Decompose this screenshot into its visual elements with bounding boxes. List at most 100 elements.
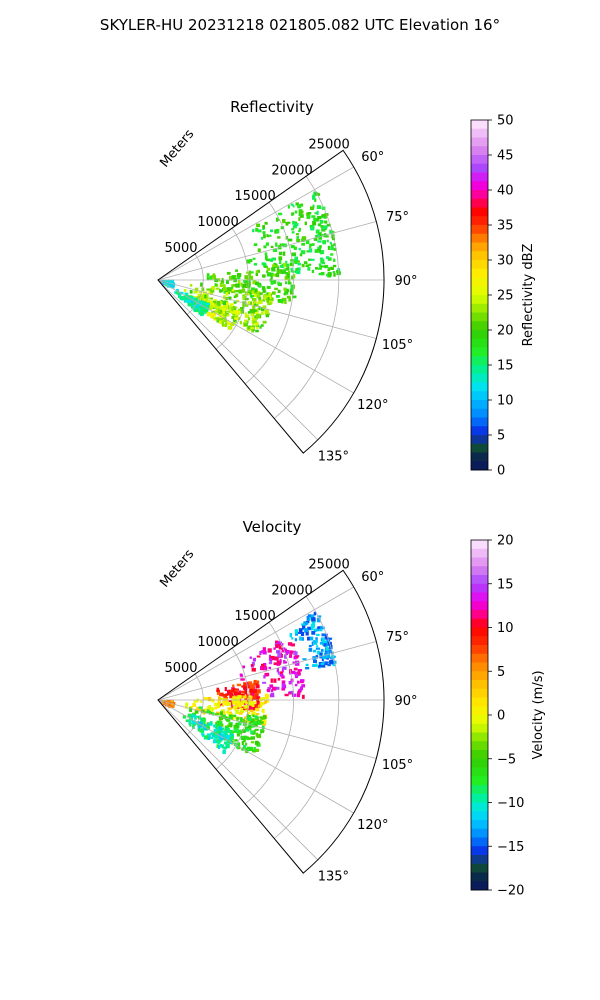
echo-gate (208, 710, 211, 713)
echo-gate (237, 273, 242, 277)
echo-gate (223, 741, 228, 745)
echo-gate (308, 636, 314, 641)
echo-gate (241, 685, 245, 688)
colorbar-segment (471, 872, 488, 882)
echo-gate (253, 293, 257, 297)
echo-gate (327, 649, 330, 653)
colorbar-tick-label: 20 (497, 324, 514, 339)
echo-gate (275, 640, 280, 646)
echo-gate (266, 699, 269, 703)
echo-gate (213, 724, 216, 728)
echo-gate (218, 720, 223, 725)
echo-gate (297, 260, 300, 263)
echo-gate (269, 258, 274, 262)
echo-gate (189, 707, 193, 712)
echo-gate (245, 693, 249, 698)
colorbar-segment (471, 653, 488, 663)
echo-gate (252, 300, 257, 304)
echo-gate (268, 300, 273, 304)
echo-gate (312, 195, 316, 200)
echo-gate (261, 286, 265, 291)
echo-gate (281, 648, 285, 653)
echo-gate (242, 295, 247, 301)
echo-gate (278, 282, 282, 287)
echo-gate (224, 701, 229, 705)
echo-gate (262, 650, 267, 655)
reflectivity-colorbar-label: Reflectivity dBZ (521, 244, 536, 347)
echo-gate (200, 717, 203, 722)
echo-gate (232, 311, 236, 314)
echo-gate (291, 252, 296, 257)
colorbar-segment (471, 636, 488, 646)
echo-gate (247, 686, 252, 689)
echo-gate (271, 267, 276, 272)
echo-gate (199, 304, 203, 309)
echo-gate (250, 741, 255, 744)
echo-gate (313, 237, 318, 241)
echo-gate (256, 326, 259, 329)
echo-gate (209, 304, 213, 309)
echo-gate (247, 702, 252, 706)
echo-gate (292, 220, 296, 225)
colorbar-segment (471, 146, 488, 156)
echo-gate (221, 692, 224, 697)
echo-gate (220, 289, 224, 293)
echo-gate (251, 295, 255, 298)
echo-gate (275, 645, 279, 649)
colorbar-segment (471, 128, 488, 138)
echo-gate (296, 693, 300, 698)
echo-gate (254, 723, 258, 727)
echo-gate (307, 636, 310, 641)
echo-gate (317, 650, 320, 655)
echo-gate (210, 707, 215, 711)
angle-tick-label: 120° (357, 818, 388, 833)
echo-gate (316, 210, 319, 215)
echo-gate (262, 305, 267, 309)
echo-gate (217, 735, 222, 738)
echo-gate (226, 279, 229, 284)
echo-gate (267, 302, 272, 306)
echo-gate (217, 316, 221, 320)
echo-gate (277, 652, 282, 658)
colorbar-segment (471, 268, 488, 278)
colorbar-segment (471, 881, 488, 891)
colorbar-tick-label: 5 (497, 665, 505, 680)
echo-gate (254, 704, 257, 708)
echo-gate (298, 628, 303, 633)
colorbar-segment (471, 776, 488, 786)
echo-gate (261, 725, 265, 730)
echo-gate (207, 696, 212, 702)
echo-gate (189, 290, 193, 294)
echo-gate (204, 711, 208, 714)
echo-gate (279, 243, 282, 246)
echo-gate (250, 311, 254, 317)
echo-gate (258, 297, 262, 301)
echo-gate (330, 253, 334, 256)
echo-gate (240, 282, 243, 287)
echo-gate (272, 274, 276, 277)
echo-gate (218, 308, 221, 313)
echo-gate (252, 229, 255, 233)
echo-gate (263, 294, 268, 297)
echo-gate (208, 722, 213, 726)
angle-tick-label: 60° (361, 150, 384, 165)
angle-tick-label: 75° (386, 210, 409, 225)
colorbar-segment (471, 137, 488, 147)
echo-gate (231, 275, 236, 279)
colorbar-segment (471, 592, 488, 602)
echo-gate (318, 628, 323, 632)
echo-gate (319, 641, 324, 645)
echo-gate (265, 313, 269, 318)
echo-gate (266, 272, 272, 277)
echo-gate (216, 730, 220, 733)
echo-gate (210, 288, 215, 293)
colorbar-segment (471, 697, 488, 707)
velocity-title: Velocity (243, 518, 302, 536)
echo-gate (261, 663, 265, 667)
colorbar-segment (471, 863, 488, 873)
echo-gate (248, 275, 254, 281)
echo-gate (302, 625, 306, 629)
echo-gate (272, 280, 277, 284)
echo-gate (313, 629, 317, 633)
